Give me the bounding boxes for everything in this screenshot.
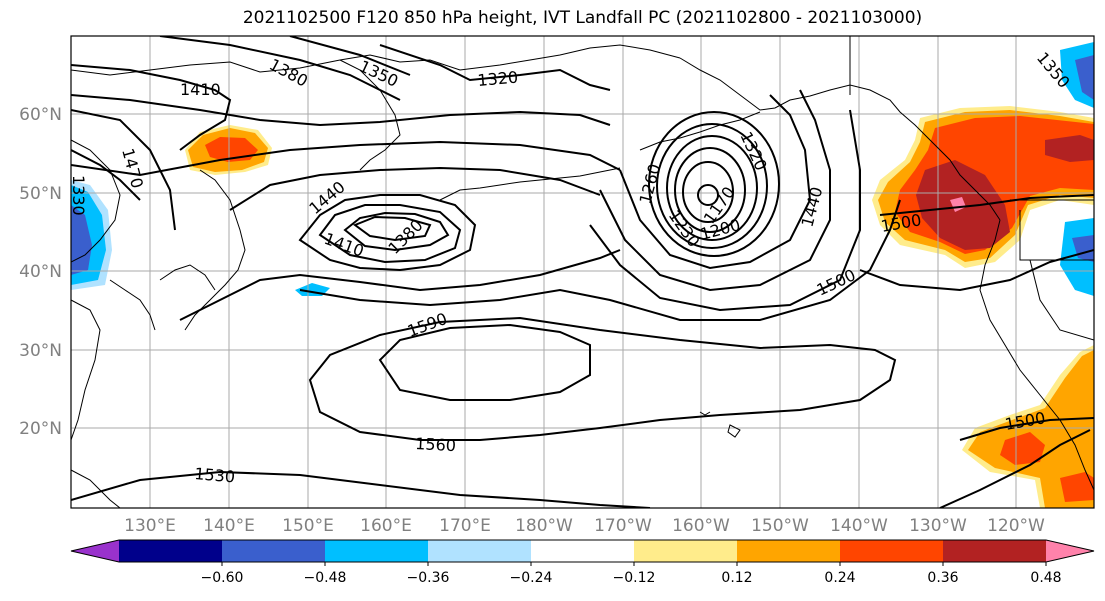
map-area: [71, 36, 1094, 508]
colorbar: −0.60 −0.48 −0.36 −0.24 −0.12 0.12 0.24 0.36 0.4…: [70, 539, 1095, 586]
map-title: 2021102500 F120 850 hPa height, IVT Land…: [242, 8, 923, 28]
colorbar-bin: [325, 540, 429, 562]
colorbar-bin: [634, 540, 738, 562]
map-border: [70, 35, 1095, 509]
lat-label: 60°N: [19, 105, 62, 125]
colorbar-tick-label: −0.48: [304, 570, 347, 586]
colorbar-extend-low: [71, 540, 119, 562]
coastlines: [71, 36, 1094, 508]
lon-label: 160°W: [672, 516, 730, 536]
lat-label: 40°N: [19, 262, 62, 282]
colorbar-tick-label: −0.60: [201, 570, 244, 586]
contour-label: 1320: [477, 68, 519, 90]
contour-label: 1560: [415, 434, 457, 455]
lon-label: 170°E: [439, 516, 491, 536]
lon-label: 140°W: [830, 516, 888, 536]
ivt-blob-mexico-red: [1000, 432, 1045, 465]
colorbar-bin: [119, 540, 223, 562]
lon-label: 170°W: [594, 516, 652, 536]
colorbar-tick-label: −0.12: [613, 570, 656, 586]
colorbar-bin: [840, 540, 944, 562]
colorbar-bin: [737, 540, 841, 562]
lon-label: 160°E: [360, 516, 412, 536]
colorbar-tick-label: 0.48: [1030, 570, 1061, 586]
lon-label: 180°W: [515, 516, 573, 536]
lon-label: 130°E: [124, 516, 176, 536]
ivt-blob-mexico-orange: [968, 350, 1094, 508]
lon-label: 120°W: [987, 516, 1045, 536]
lon-label: 130°W: [909, 516, 967, 536]
colorbar-tick-label: 0.36: [927, 570, 958, 586]
ivt-blob-westcoast-darkred2: [1045, 135, 1094, 162]
colorbar-tick-label: −0.36: [407, 570, 450, 586]
ivt-blob-ne-neg-blue: [1075, 55, 1094, 100]
colorbar-tick-label: −0.24: [510, 570, 553, 586]
longitude-labels: 130°E 140°E 150°E 160°E 170°E 180°W 170°…: [124, 516, 1045, 536]
lon-label: 140°E: [203, 516, 255, 536]
colorbar-bin: [222, 540, 326, 562]
contour-label: 1530: [194, 464, 236, 486]
lon-label: 150°E: [282, 516, 334, 536]
colorbar-bin: [428, 540, 532, 562]
lat-label: 50°N: [19, 184, 62, 204]
latitude-labels: 60°N 50°N 40°N 30°N 20°N: [19, 105, 62, 439]
colorbar-tick-label: 0.24: [824, 570, 855, 586]
colorbar-bin: [943, 540, 1047, 562]
height-contours: [71, 36, 1094, 508]
lat-label: 30°N: [19, 341, 62, 361]
lon-label: 150°W: [751, 516, 809, 536]
colorbar-outline: [70, 539, 1095, 563]
colorbar-extend-high: [1046, 540, 1094, 562]
colorbar-tick-label: 0.12: [721, 570, 752, 586]
ivt-blob-mexico-red2: [1060, 472, 1094, 502]
contour-label: 1330: [69, 175, 88, 216]
graticule: [71, 36, 1094, 508]
ivt-shading: [71, 42, 1094, 508]
colorbar-bin: [531, 540, 635, 562]
contour-label: 1410: [180, 80, 221, 99]
lat-label: 20°N: [19, 419, 62, 439]
ivt-blob-west-neg-blue: [71, 205, 92, 275]
